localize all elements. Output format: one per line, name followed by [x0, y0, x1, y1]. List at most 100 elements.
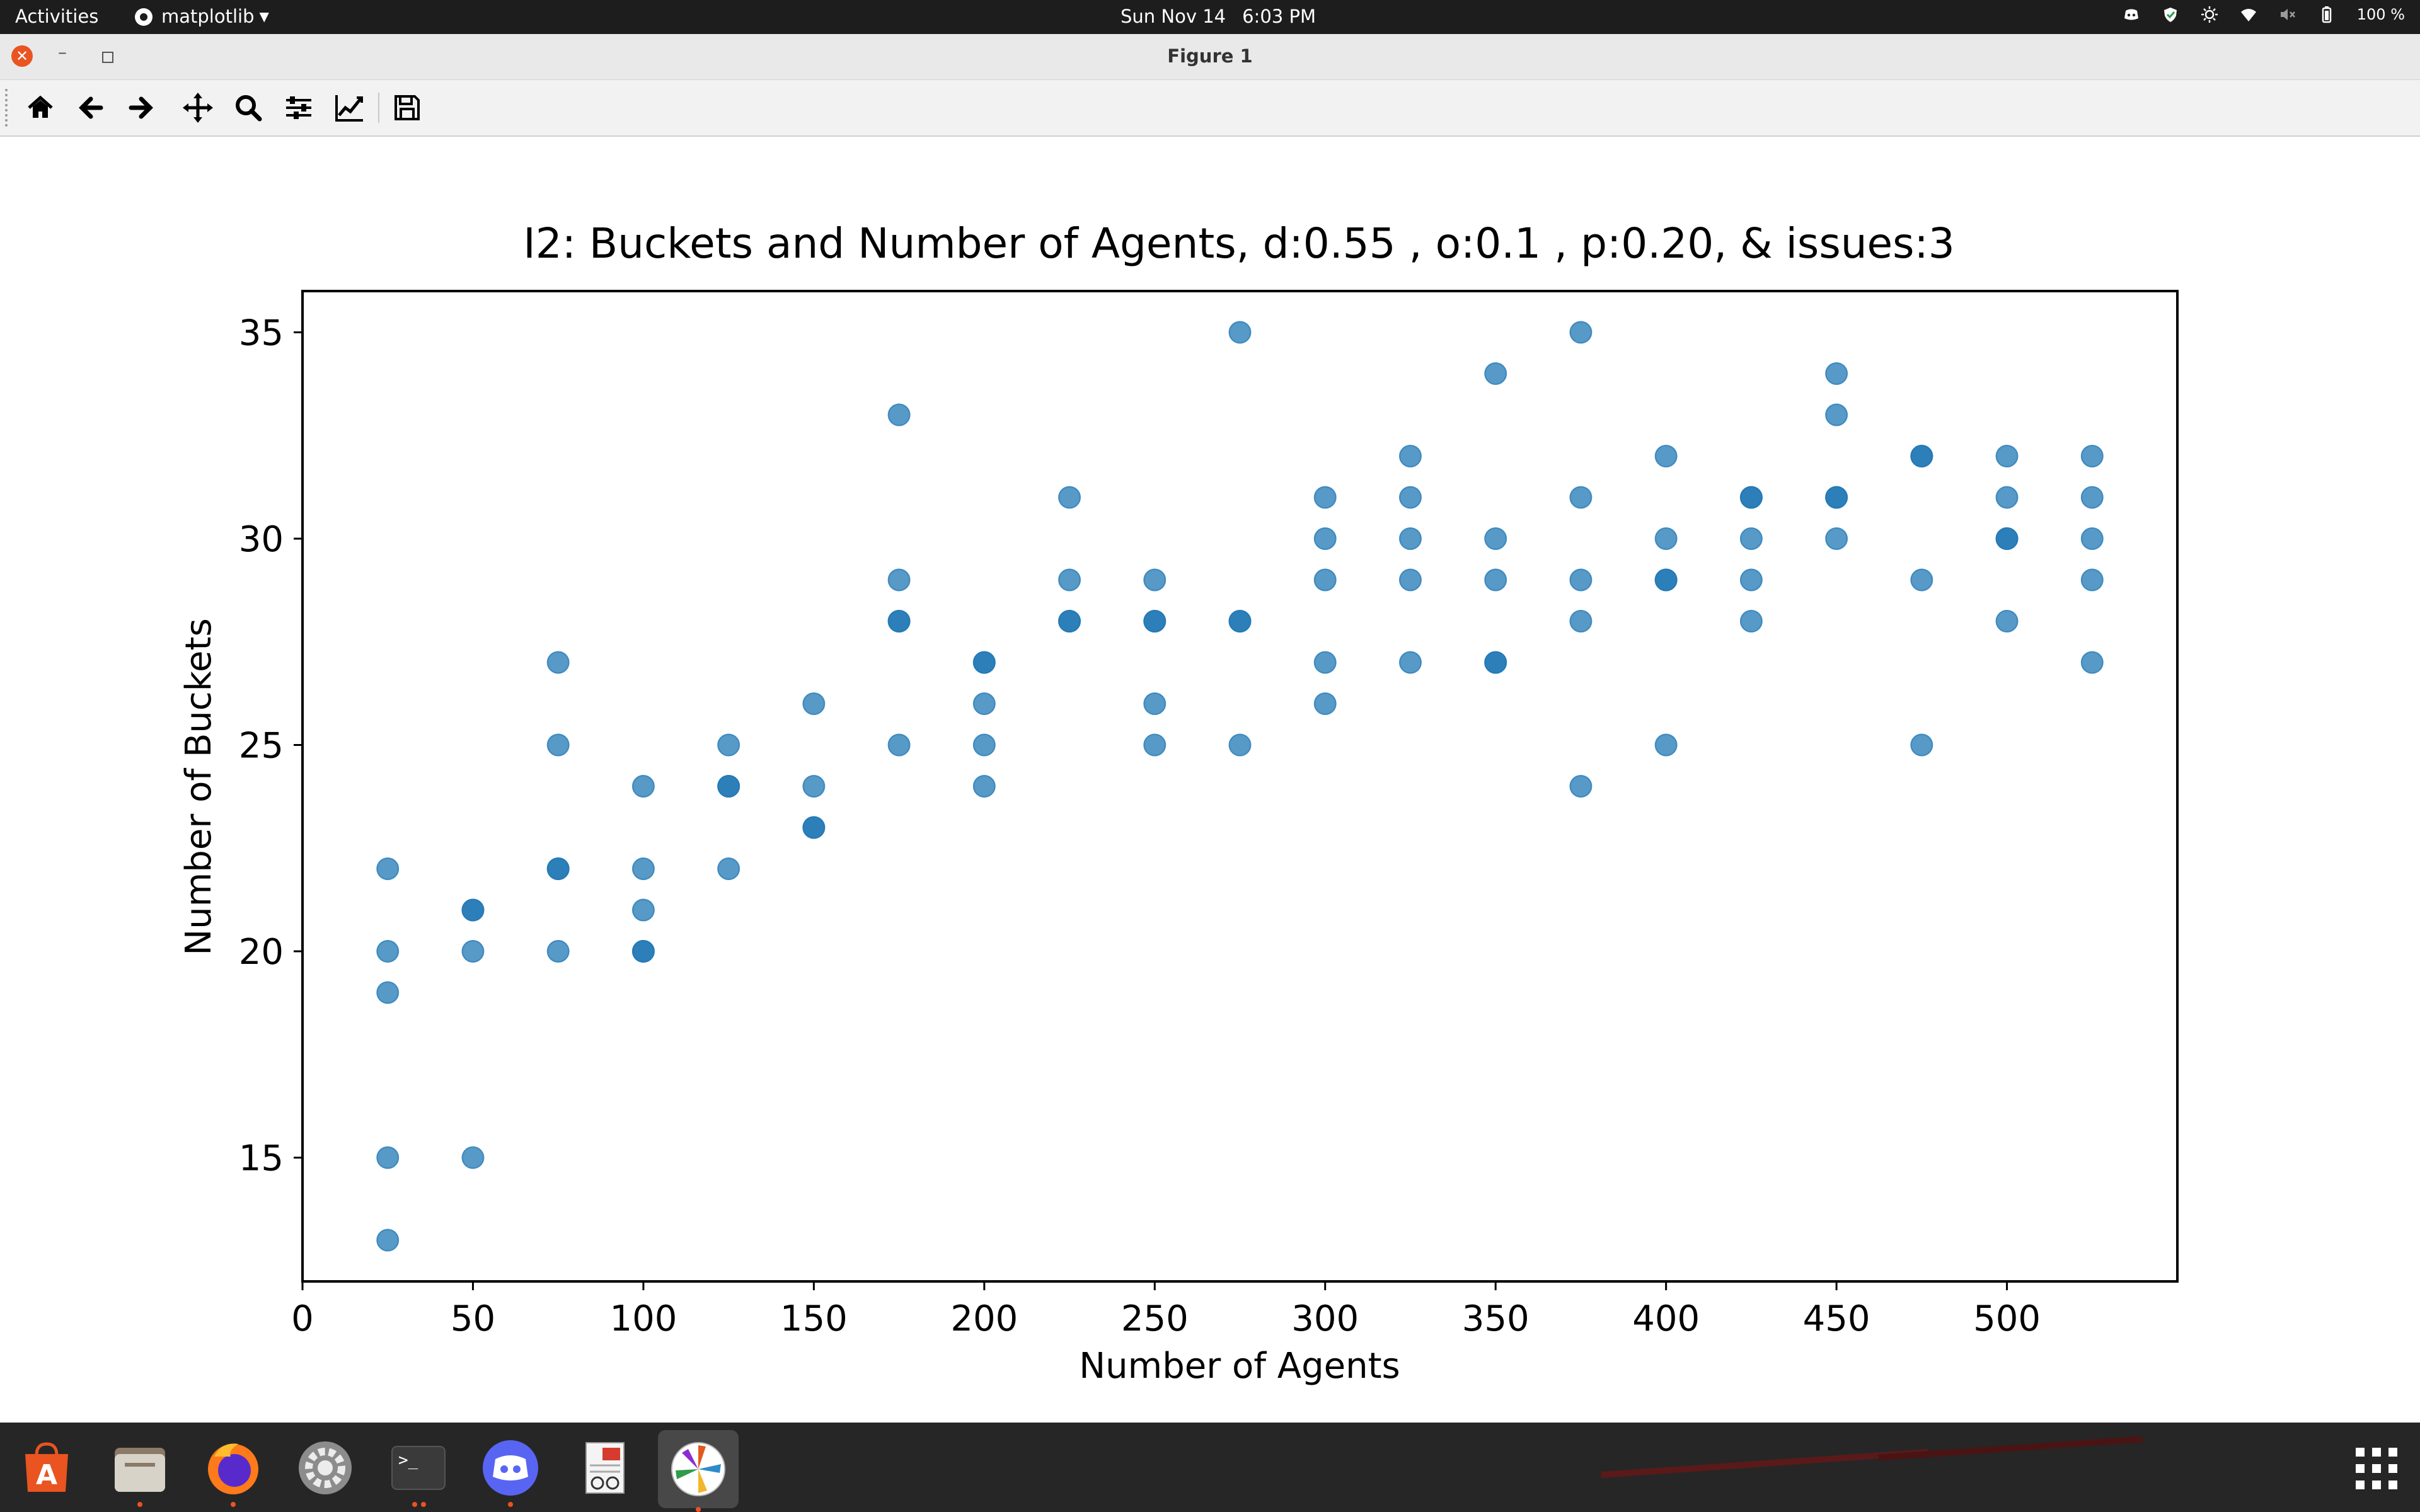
x-tick-label: 450	[1803, 1298, 1870, 1339]
toolbar-grip[interactable]	[5, 89, 10, 127]
x-tick-label: 350	[1462, 1298, 1530, 1339]
running-indicator	[412, 1502, 417, 1507]
battery-percentage: 100 %	[2356, 6, 2405, 23]
caret-down-icon: ▼	[259, 9, 269, 24]
edit-axis-button[interactable]	[331, 90, 367, 125]
data-point-53	[1313, 651, 1337, 674]
zoom-button[interactable]	[231, 90, 266, 125]
data-point-64	[1484, 651, 1507, 674]
settings-icon	[299, 1441, 352, 1494]
pan-button[interactable]	[180, 90, 216, 125]
x-tick-label: 100	[609, 1298, 677, 1339]
window-title-bar[interactable]: ✕ – Figure 1	[0, 34, 2420, 80]
data-point-76	[1739, 486, 1763, 509]
arrow-left-icon	[79, 96, 103, 119]
data-point-80	[1825, 362, 1848, 385]
running-indicator	[137, 1502, 142, 1507]
data-point-69	[1569, 775, 1593, 798]
data-point-49	[1228, 733, 1252, 757]
y-tick-label: 30	[239, 519, 284, 560]
data-point-51	[1313, 527, 1337, 550]
shield-tray-icon[interactable]	[2162, 6, 2179, 23]
battery-icon[interactable]	[2318, 6, 2336, 23]
data-point-74	[1654, 733, 1678, 757]
dock-discord[interactable]	[480, 1438, 541, 1498]
sliders-icon	[286, 96, 311, 119]
data-point-55	[1398, 445, 1422, 467]
data-point-58	[1398, 568, 1422, 592]
data-point-30	[887, 610, 911, 633]
dock-document-viewer[interactable]	[575, 1438, 635, 1498]
data-point-50	[1313, 486, 1337, 509]
minimize-window-button[interactable]: –	[58, 42, 67, 62]
data-point-57	[1398, 527, 1422, 550]
configure-subplots-button[interactable]	[281, 90, 316, 125]
data-point-0	[376, 857, 400, 880]
forward-button[interactable]	[124, 90, 159, 125]
data-point-96	[2080, 527, 2104, 550]
data-point-79	[1739, 610, 1763, 633]
y-tick-label: 15	[239, 1138, 284, 1179]
data-point-4	[376, 1228, 400, 1252]
scatter-chart[interactable]: I2: Buckets and Number of Agents, d:0.55…	[0, 137, 2420, 1422]
data-point-1	[376, 940, 400, 963]
restore-window-button[interactable]	[102, 52, 113, 63]
data-point-6	[461, 898, 485, 922]
data-point-18	[631, 940, 655, 963]
data-point-95	[2080, 486, 2104, 509]
data-point-14	[631, 775, 655, 798]
figure-canvas[interactable]: I2: Buckets and Number of Agents, d:0.55…	[0, 137, 2420, 1422]
data-point-59	[1398, 651, 1422, 674]
data-point-92	[1995, 527, 2019, 550]
home-button[interactable]	[23, 90, 58, 125]
y-axis: 15 20 25 30 35	[239, 313, 302, 1179]
show-applications-button[interactable]	[2354, 1446, 2399, 1491]
files-icon	[115, 1448, 165, 1492]
brightness-icon[interactable]	[2201, 6, 2218, 23]
data-point-78	[1739, 568, 1763, 592]
dock-settings[interactable]	[295, 1438, 355, 1498]
activities-button[interactable]: Activities	[15, 6, 99, 27]
toolbar-separator	[378, 93, 379, 123]
matplotlib-app-icon	[135, 8, 153, 26]
y-tick-label: 35	[239, 313, 284, 354]
data-point-52	[1313, 568, 1337, 592]
running-indicator	[696, 1507, 701, 1512]
floppy-disk-icon	[395, 95, 420, 120]
ubuntu-software-icon: A	[25, 1442, 68, 1492]
x-tick-label: 300	[1291, 1298, 1359, 1339]
dock-terminal[interactable]: >_	[388, 1438, 449, 1498]
app-menu[interactable]: matplotlib ▼	[135, 6, 269, 27]
data-point-65	[1569, 321, 1593, 344]
system-tray[interactable]: 100 %	[2123, 6, 2405, 23]
data-point-56	[1398, 486, 1422, 509]
dock-ubuntu-software[interactable]: A	[16, 1438, 77, 1498]
data-point-45	[1143, 733, 1167, 757]
data-point-22	[717, 857, 740, 880]
terminal-glyph: >_	[398, 1451, 418, 1470]
back-button[interactable]	[73, 90, 108, 125]
y-axis-label: Number of Buckets	[178, 618, 219, 955]
data-point-62	[1484, 568, 1507, 592]
wifi-icon[interactable]	[2240, 6, 2257, 23]
app-grid-icon	[2356, 1448, 2397, 1489]
matplotlib-icon	[671, 1442, 725, 1496]
close-window-button[interactable]: ✕	[11, 45, 33, 67]
arrow-right-icon	[129, 96, 153, 119]
firefox-icon	[208, 1443, 258, 1494]
dock-files[interactable]	[110, 1438, 170, 1498]
save-figure-button[interactable]	[389, 90, 425, 125]
running-indicator	[231, 1502, 236, 1507]
data-point-37	[1058, 486, 1081, 509]
data-point-34	[972, 692, 996, 715]
discord-tray-icon[interactable]	[2123, 6, 2140, 23]
dock-firefox[interactable]	[203, 1438, 263, 1498]
data-point-48	[1228, 610, 1252, 633]
dock-matplotlib-active[interactable]	[658, 1430, 739, 1508]
data-point-44	[1143, 692, 1167, 715]
clock[interactable]: Sun Nov 14 6:03 PM	[1121, 6, 1316, 27]
data-point-40	[1058, 610, 1081, 633]
document-viewer-icon	[585, 1442, 625, 1494]
volume-muted-icon[interactable]	[2279, 6, 2296, 23]
running-indicator	[508, 1502, 513, 1507]
